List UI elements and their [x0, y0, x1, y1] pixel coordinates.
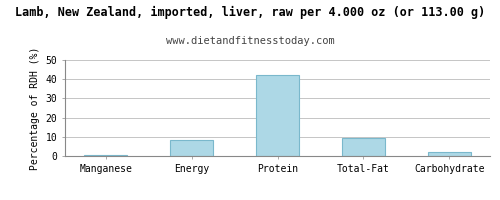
- Bar: [84, 155, 127, 156]
- Bar: [170, 140, 213, 156]
- Bar: [428, 152, 470, 156]
- Bar: [256, 75, 299, 156]
- Text: www.dietandfitnesstoday.com: www.dietandfitnesstoday.com: [166, 36, 334, 46]
- Text: Lamb, New Zealand, imported, liver, raw per 4.000 oz (or 113.00 g): Lamb, New Zealand, imported, liver, raw …: [15, 6, 485, 19]
- Bar: [342, 138, 385, 156]
- Y-axis label: Percentage of RDH (%): Percentage of RDH (%): [30, 46, 40, 170]
